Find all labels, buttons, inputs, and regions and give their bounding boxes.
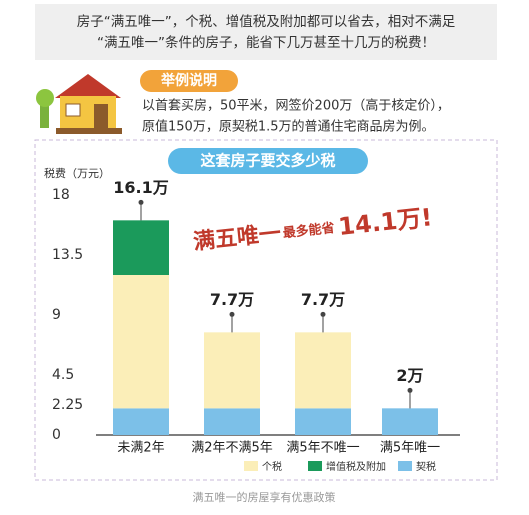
example-line: 原值150万，原契税1.5万的普通住宅商品房为例。 [142,119,435,135]
x-tick-label: 满5年不唯一 [286,441,359,456]
y-tick-label: 0 [52,427,61,443]
total-dot [320,311,326,317]
annotation-part: 满五唯一 [192,221,282,255]
caption: 满五唯一的房屋享有优惠政策 [193,490,336,504]
legend-swatch [308,461,322,471]
bar-segment [295,408,351,435]
title-bg [168,148,368,174]
annotation: 满五唯一 最多能省 14.1万! [192,203,434,255]
bar-segment [204,408,260,435]
y-tick-label: 4.5 [52,367,74,383]
example-tag: 举例说明 [160,72,217,89]
bar-segment [113,408,169,435]
y-tick-label: 18 [52,187,70,203]
header-line: “满五唯一”条件的房子，能省下几万甚至十几万的税费！ [97,34,435,51]
legend-label: 个税 [262,460,282,473]
bar-segment [204,332,260,409]
chart-title: 这套房子要交多少税 [200,152,335,170]
legend-label: 契税 [416,460,436,473]
bar-segment [113,220,169,275]
example-tag-bg [140,70,238,92]
x-tick-label: 满2年不满5年 [191,441,273,456]
y-tick-label: 13.5 [52,247,83,263]
total-dot [229,311,235,317]
total-label: 7.7万 [301,290,345,309]
example-line: 以首套买房，50平米，网签价200万（高于核定价）， [142,98,450,114]
bar-segment [382,408,438,435]
house-icon [36,74,122,134]
legend-swatch [244,461,258,471]
legend-swatch [398,461,412,471]
total-dot [138,199,144,205]
total-label: 16.1万 [113,178,168,197]
total-dot [407,387,413,393]
chart-frame [34,139,498,481]
total-label: 2万 [396,366,423,385]
bar-segment [295,332,351,409]
y-tick-label: 2.25 [52,397,83,413]
bar-segment [113,275,169,409]
total-label: 7.7万 [210,290,254,309]
legend-label: 增值税及附加 [326,460,386,473]
y-tick-label: 9 [52,307,61,323]
header-box [35,4,497,60]
x-tick-label: 未满2年 [117,441,164,456]
x-tick-label: 满5年唯一 [380,441,440,456]
annotation-part: 最多能省 [282,220,335,241]
annotation-part: 14.1万! [337,203,434,241]
header-line: 房子“满五唯一”，个税、增值税及附加都可以省去，相对不满足 [77,14,456,30]
y-axis-label: 税费（万元） [44,166,110,180]
